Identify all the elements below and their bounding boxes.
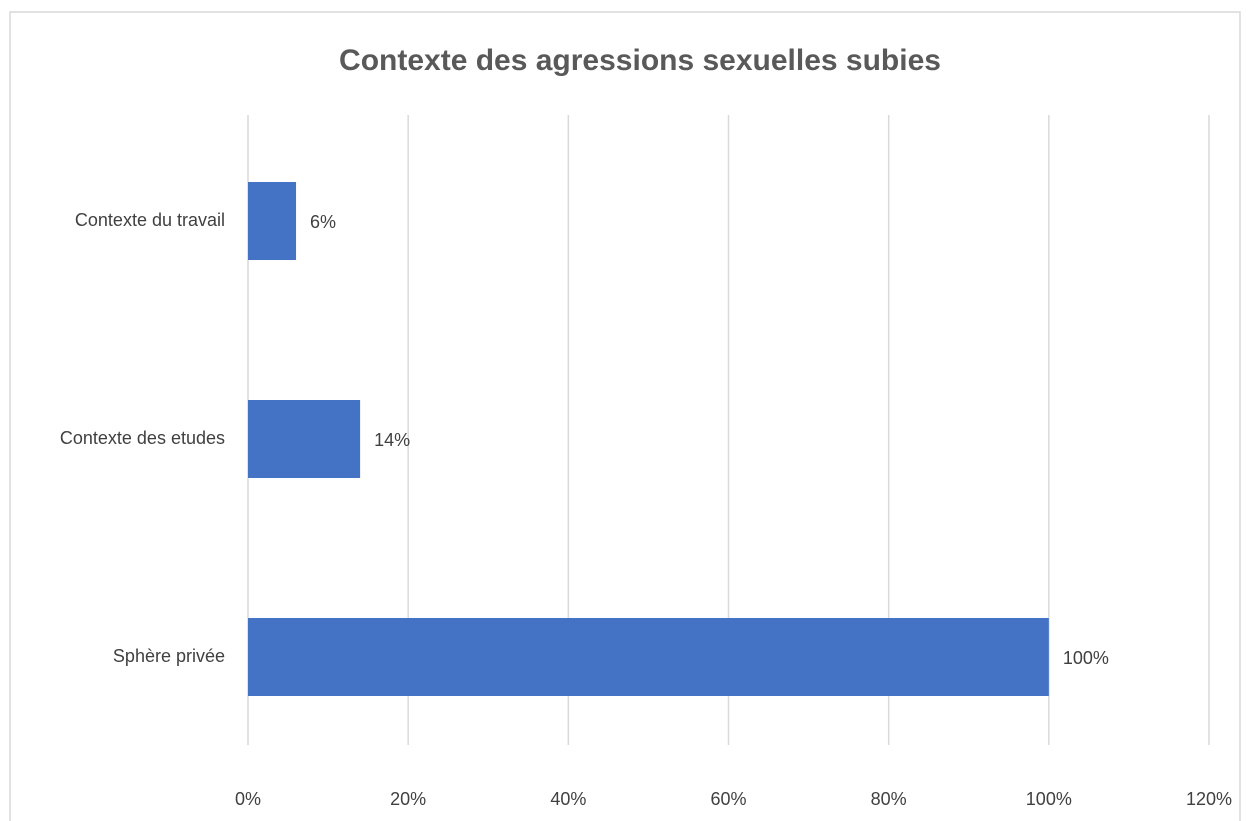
x-tick-label: 20% bbox=[390, 789, 426, 809]
y-tick-label: Sphère privée bbox=[113, 646, 225, 666]
x-tick-label: 60% bbox=[710, 789, 746, 809]
data-label: 14% bbox=[374, 430, 410, 450]
data-label: 6% bbox=[310, 212, 336, 232]
y-tick-label: Contexte du travail bbox=[75, 210, 225, 230]
bar bbox=[248, 400, 361, 478]
x-tick-label: 100% bbox=[1026, 789, 1072, 809]
x-tick-label: 0% bbox=[235, 789, 261, 809]
y-tick-label: Contexte des etudes bbox=[60, 428, 225, 448]
x-tick-label: 80% bbox=[871, 789, 907, 809]
x-tick-label: 40% bbox=[550, 789, 586, 809]
chart-border bbox=[9, 11, 1241, 821]
chart-title: Contexte des agressions sexuelles subies bbox=[339, 44, 941, 77]
bar bbox=[248, 182, 297, 260]
x-tick-label: 120% bbox=[1186, 789, 1232, 809]
bar bbox=[248, 618, 1049, 696]
data-label: 100% bbox=[1063, 648, 1109, 668]
